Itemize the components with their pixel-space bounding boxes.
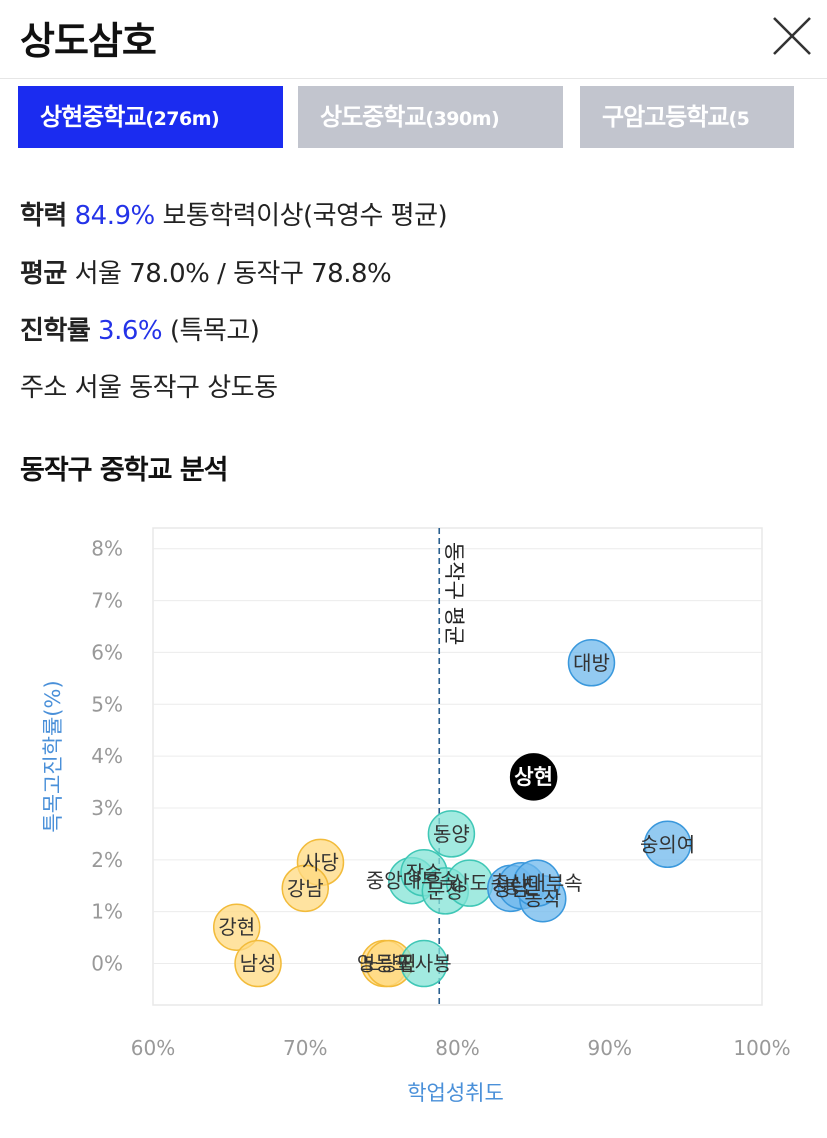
section-title: 동작구 중학교 분석 (20, 455, 229, 486)
school-tabs: 상현중학교(276m) 상도중학교(390m) 구암고등학교(5 (18, 86, 794, 148)
y-tick-label: 3% (91, 796, 123, 820)
info-label: 진학률 (20, 316, 91, 346)
y-tick-label: 4% (91, 744, 123, 768)
tab-label: 상도중학교 (320, 103, 426, 131)
data-point (427, 810, 476, 858)
page-title: 상도삼호 (20, 19, 157, 63)
header: 상도삼호 (0, 0, 827, 79)
tab-distance: (5 (728, 108, 750, 130)
data-point-label: 남성 (240, 952, 277, 976)
data-point-label: 성남 (492, 876, 529, 900)
data-point-label: 강남 (287, 876, 324, 900)
data-point (512, 859, 561, 907)
y-tick-label: 5% (91, 692, 123, 716)
info-label: 평균 (20, 259, 67, 289)
data-point-label: 사당 (302, 850, 339, 874)
data-point (509, 753, 558, 801)
data-point (234, 939, 282, 988)
address-text: 서울 동작구 상도동 (74, 373, 278, 403)
data-point-label: 총신대부속 (491, 871, 583, 895)
y-tick-label: 2% (91, 848, 123, 872)
advance-value: 3.6% (98, 316, 163, 346)
y-tick-label: 6% (91, 640, 123, 664)
tab-label: 상현중학교 (40, 103, 146, 131)
info-label: 학력 (20, 201, 67, 231)
y-tick-label: 1% (91, 900, 123, 924)
tab-sanghyeon-middle[interactable]: 상현중학교(276m) (18, 86, 283, 148)
x-tick-label: 90% (588, 1036, 632, 1060)
plot-frame (152, 527, 763, 1006)
data-point-label: 동양 (433, 822, 470, 846)
advance-desc: (특목고) (169, 316, 260, 346)
y-tick-label: 8% (91, 537, 123, 561)
data-point-label: 장승 (406, 861, 443, 885)
y-axis-label: 특목고진학률(%) (41, 680, 65, 832)
info-address: 주소 서울 동작구 상도동 (20, 367, 278, 404)
close-icon[interactable] (768, 12, 816, 60)
data-point-label: 강현 (218, 915, 255, 939)
data-point (400, 939, 448, 988)
data-point (212, 903, 261, 951)
data-point-label: 동작 (524, 887, 561, 911)
info-average: 평균 서울 78.0% / 동작구 78.8% (20, 253, 392, 290)
academic-value: 84.9% (74, 201, 156, 231)
data-point-label: 대방 (573, 651, 610, 675)
data-point-label: 봉천 (503, 874, 540, 898)
info-label: 주소 (20, 373, 67, 403)
reference-line-label: 동작구 평균 (442, 542, 466, 645)
academic-desc: 보통학력이상(국영수 평균) (162, 201, 448, 231)
average-text: 서울 78.0% / 동작구 78.8% (74, 259, 392, 289)
y-tick-label: 0% (91, 952, 123, 976)
tab-label: 구암고등학교 (602, 103, 729, 131)
data-point-label: 국사봉 (396, 952, 451, 976)
tab-guam-high[interactable]: 구암고등학교(5 (580, 86, 794, 148)
data-point-label: 숭의여 (640, 832, 695, 856)
info-advance: 진학률 3.6% (특목고) (20, 310, 260, 347)
y-tick-label: 7% (91, 589, 123, 613)
data-point-label: 중앙대부속 (366, 869, 458, 893)
x-tick-label: 100% (733, 1036, 790, 1060)
tab-distance: (276m) (145, 108, 220, 130)
data-point (643, 820, 692, 869)
scatter-chart: 0% 1% 2% 3% 4% 5% 6% 7% 8% 60% 70% 80% 90% 100% 학업성취도 특… (41, 527, 791, 1105)
data-point-label: 노량진 (361, 952, 416, 976)
info-academic: 학력 84.9% 보통학력이상(국영수 평균) (20, 195, 448, 232)
data-point (281, 864, 329, 913)
data-point (567, 639, 616, 687)
x-tick-label: 60% (131, 1036, 175, 1060)
tab-sangdo-middle[interactable]: 상도중학교(390m) (298, 86, 563, 148)
x-tick-label: 80% (435, 1036, 479, 1060)
data-point-label: 영등포 (357, 952, 412, 976)
data-point-label: 문창 (427, 879, 464, 903)
x-tick-label: 70% (283, 1036, 327, 1060)
data-point-label: 상도 (451, 871, 488, 895)
tab-distance: (390m) (425, 108, 500, 130)
data-point-label: 상현 (514, 765, 553, 789)
x-axis-label: 학업성취도 (407, 1081, 504, 1105)
